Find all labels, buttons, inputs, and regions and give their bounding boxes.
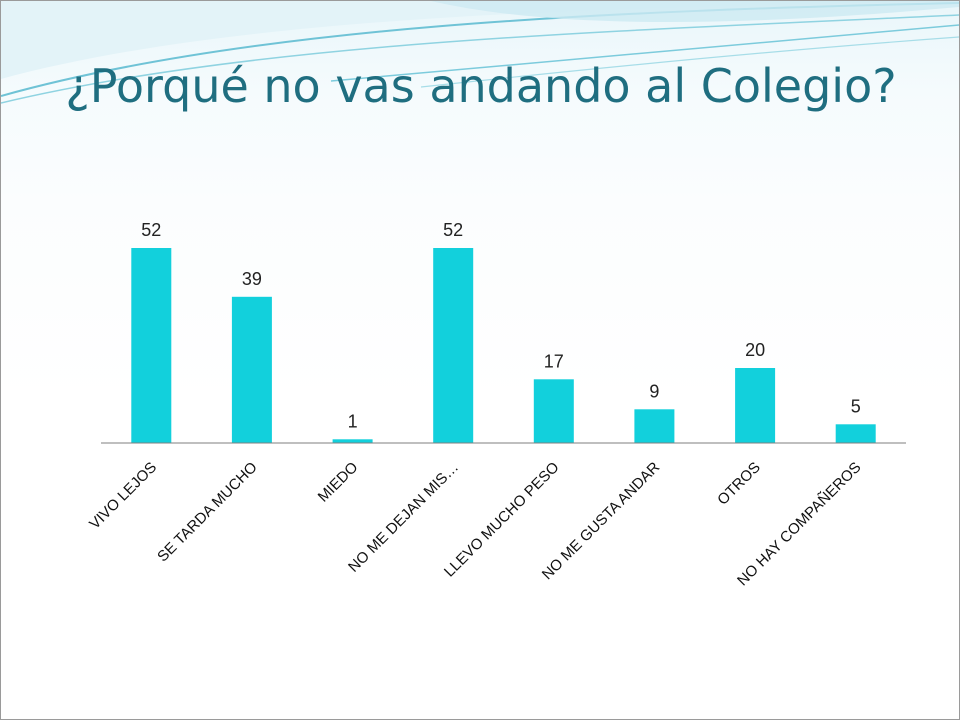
category-label-5: LLEVO MUCHO PESO [441, 459, 563, 581]
data-label-7: 20 [745, 340, 765, 360]
bar-5 [533, 379, 574, 444]
bar-3 [332, 439, 373, 444]
bar-2 [231, 296, 272, 444]
bar-7 [735, 368, 776, 443]
category-label-4: NO ME DEJAN MIS… [345, 459, 462, 576]
data-label-1: 52 [141, 220, 161, 240]
bar-4 [433, 248, 474, 443]
category-label-6: NO ME GUSTA ANDAR [539, 459, 664, 584]
category-label-1: VIVO LEJOS [86, 459, 160, 533]
data-label-3: 1 [348, 411, 358, 431]
category-label-3: MIEDO [315, 459, 362, 506]
data-label-6: 9 [649, 381, 659, 401]
bar-6 [634, 409, 675, 444]
bar-8 [835, 424, 876, 444]
data-label-4: 52 [443, 220, 463, 240]
data-label-5: 17 [544, 351, 564, 371]
decorative-swoosh [1, 1, 959, 104]
category-label-2: SE TARDA MUCHO [154, 459, 261, 566]
category-label-7: OTROS [714, 459, 764, 509]
bar-1 [131, 248, 172, 443]
slide-title: ¿Porqué no vas andando al Colegio? [65, 59, 897, 113]
data-label-2: 39 [242, 269, 262, 289]
data-label-8: 5 [851, 396, 861, 416]
